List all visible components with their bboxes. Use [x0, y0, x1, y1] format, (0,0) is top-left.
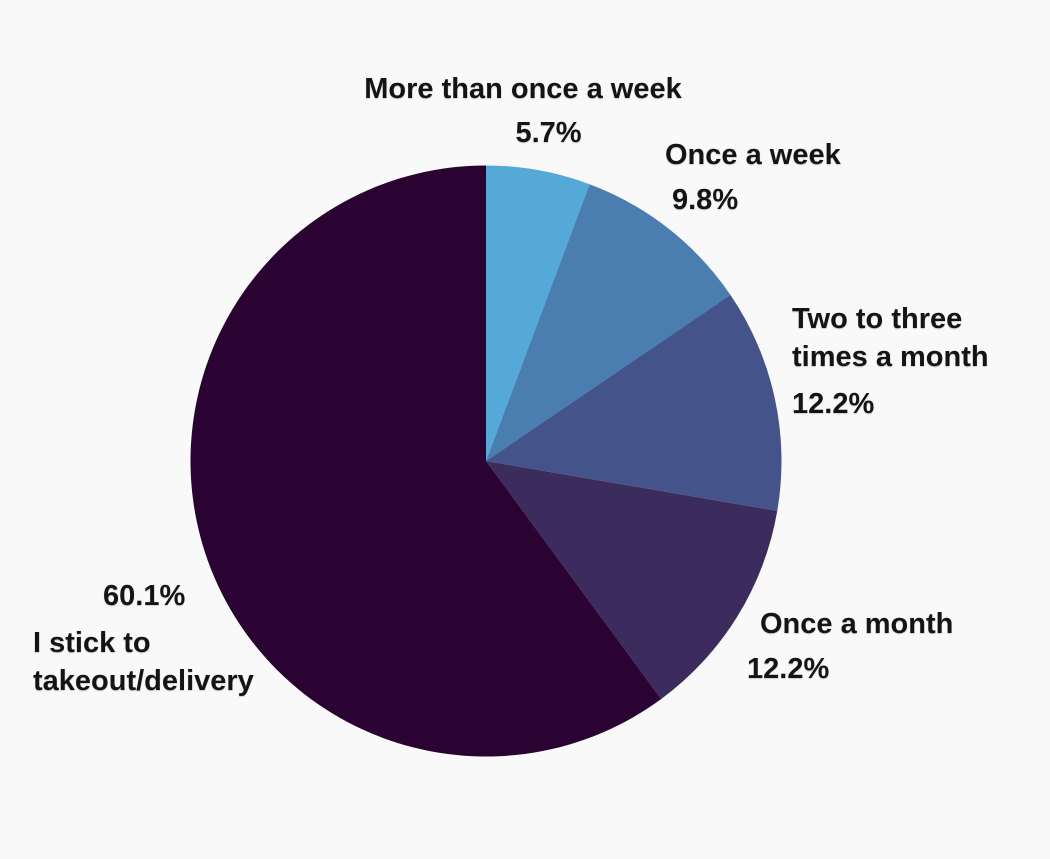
- slice-label-line-2: times a month: [792, 341, 989, 373]
- slice-pct-once-a-month: 12.2%: [747, 653, 830, 685]
- slice-pct-two-to-three-times-a-month: 12.2%: [792, 388, 875, 420]
- slice-label-line-1: Two to three: [792, 303, 963, 335]
- slice-label-more-than-once-a-week: More than once a week: [364, 73, 682, 105]
- slice-pct-once-a-week: 9.8%: [672, 184, 739, 216]
- slice-label-line-2: takeout/delivery: [33, 665, 254, 697]
- slice-pct-more-than-once-a-week: 5.7%: [515, 117, 582, 149]
- slice-label-once-a-month: Once a month: [760, 608, 954, 640]
- slice-label-i-stick-to-takeout-delivery: I stick to takeout/delivery: [33, 624, 254, 700]
- pie-slice-once-a-month: [486, 461, 778, 699]
- slice-label-line-1: I stick to: [33, 627, 151, 659]
- slice-label-once-a-week: Once a week: [665, 139, 841, 171]
- pie-slice-i-stick-to-takeout-delivery: [190, 165, 662, 757]
- pie-slice-more-than-once-a-week: [486, 165, 590, 461]
- slice-pct-i-stick-to-takeout-delivery: 60.1%: [103, 580, 186, 612]
- pie-slice-once-a-week: [486, 184, 731, 461]
- slice-label-two-to-three-times-a-month: Two to three times a month: [792, 300, 989, 376]
- pie-slice-two-to-three-times-a-month: [486, 294, 782, 511]
